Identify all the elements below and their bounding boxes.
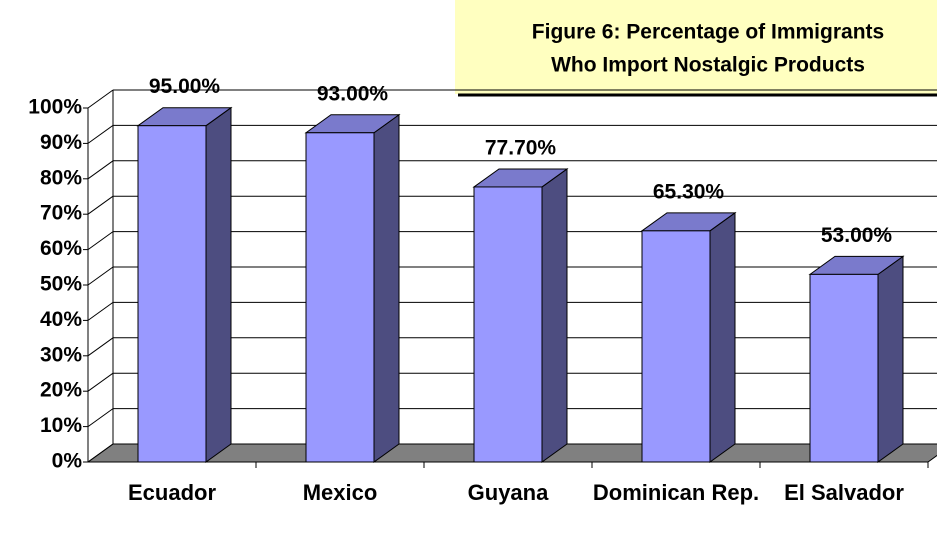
- bar: [809, 273, 879, 463]
- y-tick-label: 90%: [40, 131, 82, 154]
- y-tick-label: 100%: [28, 96, 82, 119]
- bar-side: [205, 106, 232, 463]
- y-tick-label: 50%: [40, 273, 82, 296]
- bar-side: [877, 255, 904, 463]
- value-label: 95.00%: [149, 75, 221, 98]
- x-tick-label: El Salvador: [784, 480, 904, 505]
- y-tick-label: 20%: [40, 379, 82, 402]
- bar: [137, 125, 207, 463]
- chart-title: Figure 6: Percentage of Immigrants: [532, 21, 884, 44]
- value-label: 93.00%: [317, 82, 389, 105]
- y-tick-label: 10%: [40, 414, 82, 437]
- side-grid-line: [87, 124, 114, 144]
- y-tick-label: 30%: [40, 343, 82, 366]
- bar: [305, 132, 375, 463]
- y-tick-label: 40%: [40, 308, 82, 331]
- y-tick-label: 80%: [40, 166, 82, 189]
- value-label: 53.00%: [821, 224, 893, 247]
- y-tick-label: 60%: [40, 237, 82, 260]
- value-label: 65.30%: [653, 180, 725, 203]
- side-grid-line: [87, 266, 114, 286]
- side-grid-line: [87, 443, 114, 463]
- bar-side: [373, 113, 400, 463]
- bar: [641, 230, 711, 463]
- side-grid-line: [87, 195, 114, 215]
- title-box: [455, 0, 937, 94]
- side-grid-line: [87, 337, 114, 357]
- x-tick-label: Mexico: [302, 480, 378, 505]
- chart-title: Who Import Nostalgic Products: [551, 54, 865, 77]
- bar: [473, 186, 543, 463]
- side-grid-line: [87, 89, 114, 109]
- side-grid-line: [87, 301, 114, 321]
- bar-side: [541, 167, 568, 463]
- x-tick-label: Dominican Rep.: [592, 480, 760, 505]
- value-label: 77.70%: [485, 136, 557, 159]
- side-grid-line: [87, 160, 114, 180]
- side-grid-line: [87, 408, 114, 428]
- y-tick-label: 0%: [52, 450, 83, 473]
- x-tick-label: Ecuador: [127, 480, 217, 505]
- y-tick-label: 70%: [40, 202, 82, 225]
- x-tick-label: Guyana: [467, 480, 549, 505]
- side-grid-line: [87, 231, 114, 251]
- bar-side: [709, 211, 736, 463]
- side-grid-line: [87, 372, 114, 392]
